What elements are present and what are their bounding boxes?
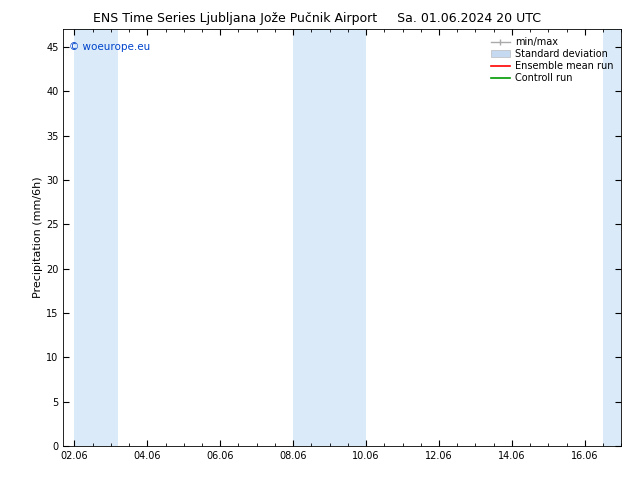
- Text: © woeurope.eu: © woeurope.eu: [69, 42, 150, 52]
- Bar: [74, 29, 118, 446]
- Y-axis label: Precipitation (mm/6h): Precipitation (mm/6h): [33, 177, 43, 298]
- Legend: min/max, Standard deviation, Ensemble mean run, Controll run: min/max, Standard deviation, Ensemble me…: [488, 34, 616, 86]
- Bar: [603, 29, 621, 446]
- Bar: [293, 29, 366, 446]
- Text: ENS Time Series Ljubljana Jože Pučnik Airport     Sa. 01.06.2024 20 UTC: ENS Time Series Ljubljana Jože Pučnik Ai…: [93, 12, 541, 25]
